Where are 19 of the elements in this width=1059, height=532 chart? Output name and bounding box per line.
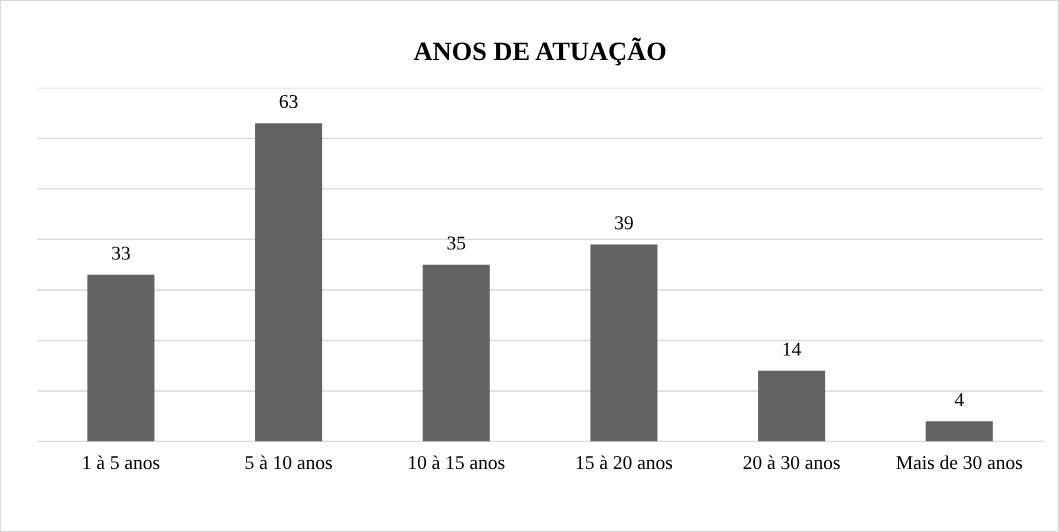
x-tick-label: 15 à 20 anos xyxy=(576,455,673,470)
x-tick-label: 5 à 10 anos xyxy=(245,455,332,470)
bar xyxy=(422,264,490,442)
bar xyxy=(925,421,993,442)
x-tick-label: Mais de 30 anos xyxy=(896,455,1023,470)
data-label: 35 xyxy=(447,236,466,250)
x-tick-label: 20 à 30 anos xyxy=(743,455,840,470)
bar xyxy=(87,274,155,442)
data-label: 39 xyxy=(615,216,633,230)
data-label: 33 xyxy=(112,246,130,260)
data-label: 4 xyxy=(954,393,964,407)
bar xyxy=(255,123,323,442)
data-label: 14 xyxy=(783,342,802,356)
bar xyxy=(590,244,658,442)
chart-title: ANOS DE ATUAÇÃO xyxy=(413,37,666,66)
data-label: 63 xyxy=(279,95,298,109)
x-tick-label: 10 à 15 anos xyxy=(409,455,505,470)
bar xyxy=(758,370,826,442)
x-tick-label: 1 à 5 anos xyxy=(83,455,160,470)
